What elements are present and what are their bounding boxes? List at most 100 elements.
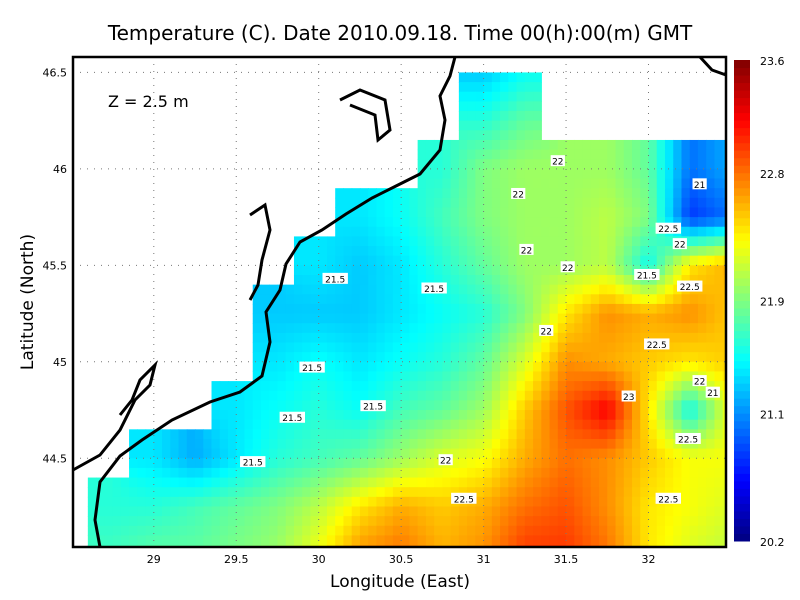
heat-cell [590,332,600,344]
heat-cell [425,226,435,238]
heat-cell [648,419,658,430]
heat-cell [656,477,666,488]
heat-cell [318,487,328,498]
heat-cell [120,506,130,517]
heat-cell [475,284,485,295]
heat-cell [607,516,617,527]
heat-cell [252,352,262,363]
heat-cell [590,429,600,440]
heat-cell [434,236,443,247]
heat-cell [260,323,270,334]
heat-cell [500,381,509,392]
heat-cell [549,303,559,315]
heat-cell [252,535,262,546]
heat-cell [326,352,336,363]
heat-cell [467,371,476,382]
heat-cell [335,535,345,546]
heat-cell [137,448,147,459]
heat-cell [557,535,567,546]
heat-cell [590,506,600,517]
heat-cell [425,265,435,276]
heat-cell [623,487,633,498]
heat-cell [524,188,534,199]
heat-cell [483,120,493,131]
heat-cell [475,487,485,498]
heat-cell [467,487,476,498]
heat-cell [656,149,666,160]
heat-cell [186,487,196,498]
heat-cell [129,467,138,479]
heat-cell [195,516,204,527]
heat-cell [458,197,468,209]
heat-cell [615,294,625,305]
heat-cell [442,467,452,479]
heat-cell [467,82,476,93]
heat-cell [260,400,270,411]
heat-cell [384,506,394,517]
colorbar-segment [734,255,750,264]
heat-cell [656,217,666,228]
heat-cell [524,197,534,209]
heat-cell [434,525,443,537]
contour-label-text: 22.5 [658,495,678,505]
heat-cell [648,400,658,411]
heat-cell [623,381,633,392]
heat-cell [326,246,336,257]
heat-cell [491,410,501,421]
heat-cell [293,448,303,459]
heat-cell [524,516,534,527]
heat-cell [582,410,592,421]
heat-cell [434,477,443,488]
heat-cell [714,207,724,218]
coastline-north [339,88,392,143]
heat-cell [384,284,394,295]
heat-cell [392,525,402,537]
heat-cell [500,323,509,334]
heat-cell [409,294,419,305]
heat-cell [244,400,254,411]
heat-cell [467,323,476,334]
heat-cell [557,342,567,353]
heat-cell [549,429,559,440]
heat-cell [623,246,633,257]
heat-cell [252,342,262,353]
heat-cell [483,226,493,238]
heat-cell [120,487,130,498]
heat-cell [293,246,303,257]
heat-cell [722,149,727,160]
heat-cell [409,448,419,459]
heat-cell [219,467,229,479]
contour-label-text: 22.5 [658,225,678,235]
heat-cell [285,487,295,498]
heat-cell [277,448,287,459]
heat-cell [640,255,650,266]
heat-cell [566,477,575,488]
heat-cell [467,381,476,392]
x-tick-label: 31 [477,553,491,566]
heat-cell [632,487,641,498]
heat-cell [269,332,279,344]
heat-cell [500,506,509,517]
heat-cell [252,303,262,315]
heat-cell [302,342,312,353]
heat-cell [689,265,699,276]
heat-cell [326,236,336,247]
heat-cell [219,419,229,430]
heat-cell [615,265,625,276]
heat-cell [607,274,617,286]
heat-cell [203,448,213,459]
heat-cell [335,448,345,459]
heat-cell [335,255,345,266]
heat-cell [557,149,567,160]
heat-cell [228,381,237,392]
heat-cell [607,188,617,199]
heat-cell [590,448,600,459]
heat-cell [566,467,575,479]
heat-cell [104,525,114,537]
heat-cell [359,371,369,382]
heat-cell [599,303,608,315]
heat-cell [524,342,534,353]
heat-cell [401,313,410,324]
coastline-crimea [698,55,727,77]
heat-cell [689,410,699,421]
